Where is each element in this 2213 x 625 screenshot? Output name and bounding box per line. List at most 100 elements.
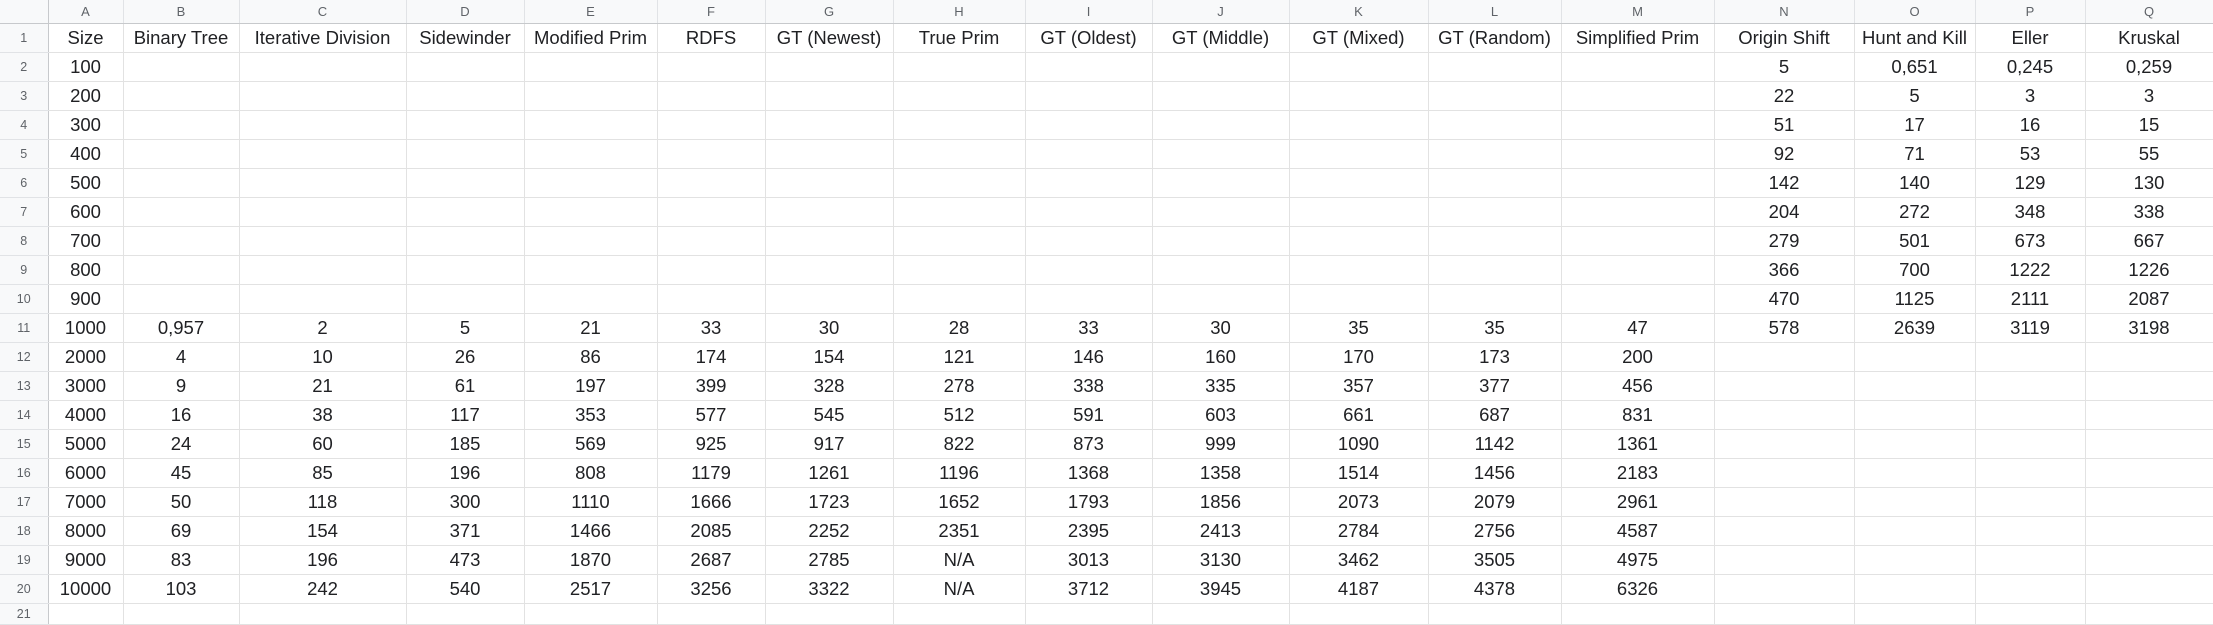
table-cell[interactable] [1714, 342, 1855, 372]
table-cell[interactable]: 377 [1428, 371, 1562, 401]
table-cell[interactable]: 687 [1428, 400, 1562, 430]
table-cell[interactable] [657, 110, 766, 140]
table-cell[interactable]: 3 [2085, 81, 2213, 111]
table-cell[interactable] [1428, 168, 1562, 198]
table-cell[interactable]: 4975 [1561, 545, 1715, 575]
table-cell[interactable]: 129 [1975, 168, 2086, 198]
table-cell[interactable] [406, 168, 525, 198]
table-cell[interactable]: 1358 [1152, 458, 1290, 488]
table-cell[interactable]: 2079 [1428, 487, 1562, 517]
column-title-cell[interactable]: GT (Newest) [765, 23, 894, 53]
row-header[interactable]: 21 [0, 603, 49, 625]
column-title-cell[interactable]: Binary Tree [123, 23, 240, 53]
table-cell[interactable] [1025, 197, 1153, 227]
table-cell[interactable]: 69 [123, 516, 240, 546]
table-cell[interactable] [1975, 603, 2086, 625]
table-cell[interactable] [1025, 226, 1153, 256]
table-cell[interactable] [524, 226, 658, 256]
table-cell[interactable]: 30 [1152, 313, 1290, 343]
table-cell[interactable] [524, 197, 658, 227]
row-header[interactable]: 7 [0, 197, 49, 227]
table-cell[interactable] [524, 603, 658, 625]
table-cell[interactable] [1975, 342, 2086, 372]
table-cell[interactable]: 3000 [48, 371, 124, 401]
table-cell[interactable]: 500 [48, 168, 124, 198]
table-cell[interactable] [1975, 429, 2086, 459]
column-title-cell[interactable]: Size [48, 23, 124, 53]
table-cell[interactable] [765, 284, 894, 314]
table-cell[interactable]: 3 [1975, 81, 2086, 111]
table-cell[interactable]: 2351 [893, 516, 1026, 546]
table-cell[interactable]: 21 [239, 371, 407, 401]
table-cell[interactable] [123, 52, 240, 82]
table-cell[interactable]: 667 [2085, 226, 2213, 256]
table-cell[interactable] [123, 255, 240, 285]
table-cell[interactable]: 16 [123, 400, 240, 430]
column-header-g[interactable]: G [765, 0, 894, 24]
row-header[interactable]: 2 [0, 52, 49, 82]
table-cell[interactable] [406, 52, 525, 82]
table-cell[interactable]: 197 [524, 371, 658, 401]
table-cell[interactable]: 2413 [1152, 516, 1290, 546]
table-cell[interactable] [657, 197, 766, 227]
table-cell[interactable] [1289, 139, 1429, 169]
column-title-cell[interactable]: Modified Prim [524, 23, 658, 53]
row-header[interactable]: 13 [0, 371, 49, 401]
table-cell[interactable]: 100 [48, 52, 124, 82]
table-cell[interactable]: 569 [524, 429, 658, 459]
table-cell[interactable]: 10 [239, 342, 407, 372]
table-cell[interactable] [1975, 371, 2086, 401]
table-cell[interactable]: 160 [1152, 342, 1290, 372]
table-cell[interactable] [524, 110, 658, 140]
table-cell[interactable]: 1870 [524, 545, 658, 575]
table-cell[interactable] [893, 168, 1026, 198]
row-header[interactable]: 5 [0, 139, 49, 169]
column-title-cell[interactable]: Hunt and Kill [1854, 23, 1976, 53]
table-cell[interactable]: 456 [1561, 371, 1715, 401]
table-cell[interactable]: 3256 [657, 574, 766, 604]
table-cell[interactable]: 1090 [1289, 429, 1429, 459]
table-cell[interactable]: 335 [1152, 371, 1290, 401]
table-cell[interactable] [893, 197, 1026, 227]
table-cell[interactable] [1854, 545, 1976, 575]
table-cell[interactable]: 925 [657, 429, 766, 459]
table-cell[interactable] [239, 603, 407, 625]
table-cell[interactable] [1025, 52, 1153, 82]
table-cell[interactable] [239, 52, 407, 82]
table-cell[interactable]: 2785 [765, 545, 894, 575]
column-header-a[interactable]: A [48, 0, 124, 24]
row-header[interactable]: 9 [0, 255, 49, 285]
table-cell[interactable] [1854, 574, 1976, 604]
table-cell[interactable]: 0,957 [123, 313, 240, 343]
table-cell[interactable] [1428, 81, 1562, 111]
table-cell[interactable] [1714, 371, 1855, 401]
table-cell[interactable]: 16 [1975, 110, 2086, 140]
table-cell[interactable] [1561, 139, 1715, 169]
table-cell[interactable]: 3505 [1428, 545, 1562, 575]
row-header[interactable]: 1 [0, 23, 49, 53]
table-cell[interactable]: 38 [239, 400, 407, 430]
row-header[interactable]: 16 [0, 458, 49, 488]
table-cell[interactable]: 3945 [1152, 574, 1290, 604]
table-cell[interactable] [2085, 400, 2213, 430]
column-header-l[interactable]: L [1428, 0, 1562, 24]
table-cell[interactable]: 35 [1289, 313, 1429, 343]
table-cell[interactable] [1975, 545, 2086, 575]
column-header-c[interactable]: C [239, 0, 407, 24]
table-cell[interactable]: 338 [2085, 197, 2213, 227]
table-cell[interactable] [1975, 516, 2086, 546]
table-cell[interactable]: 371 [406, 516, 525, 546]
table-cell[interactable]: 1110 [524, 487, 658, 517]
column-header-k[interactable]: K [1289, 0, 1429, 24]
table-cell[interactable] [1561, 168, 1715, 198]
table-cell[interactable]: 2252 [765, 516, 894, 546]
table-cell[interactable]: 1514 [1289, 458, 1429, 488]
table-cell[interactable] [524, 284, 658, 314]
table-cell[interactable]: 1368 [1025, 458, 1153, 488]
table-cell[interactable] [765, 603, 894, 625]
table-cell[interactable]: 21 [524, 313, 658, 343]
table-cell[interactable]: 1793 [1025, 487, 1153, 517]
table-cell[interactable] [893, 52, 1026, 82]
table-cell[interactable] [123, 197, 240, 227]
column-header-n[interactable]: N [1714, 0, 1855, 24]
